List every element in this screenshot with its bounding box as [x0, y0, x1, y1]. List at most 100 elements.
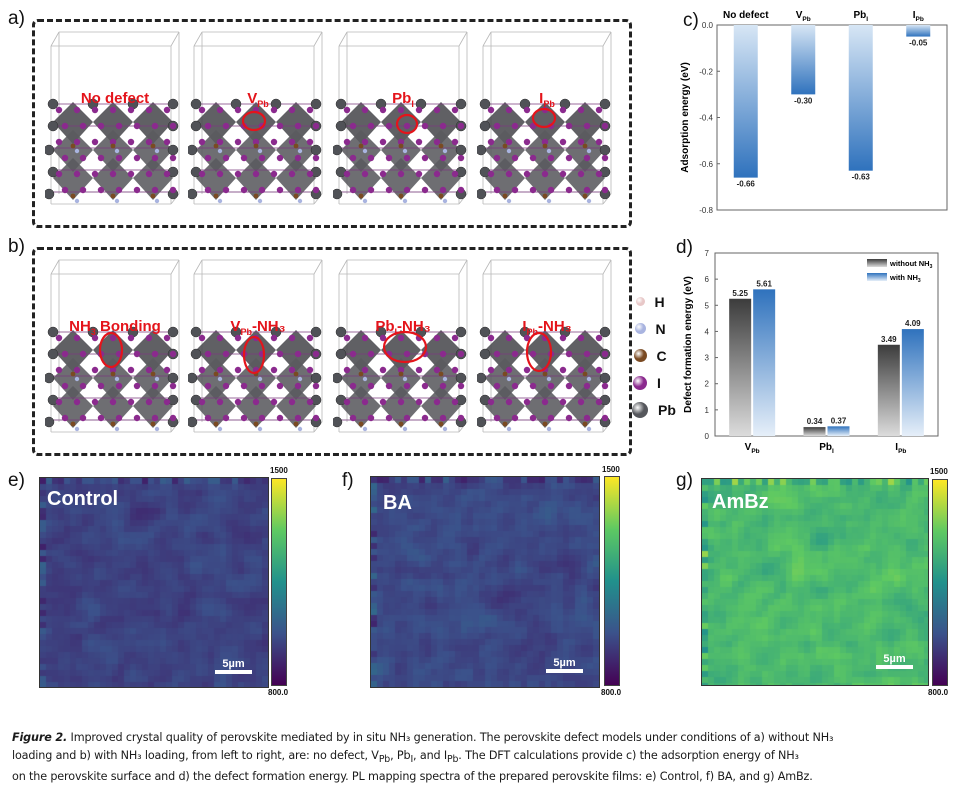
cell-edge: [193, 259, 203, 275]
n-atom: [442, 376, 448, 382]
pl-map-control: Control 5µm: [39, 477, 269, 688]
panel-b-letter: b): [8, 236, 25, 257]
i-atom: [349, 414, 357, 422]
i-atom: [415, 138, 423, 146]
i-atom: [198, 106, 206, 114]
pb-atom: [477, 144, 487, 156]
caption-line-3: on the perovskite surface and d) the def…: [12, 770, 813, 784]
i-atom: [451, 366, 459, 374]
pl-map-title: BA: [383, 492, 412, 514]
i-atom: [367, 154, 375, 162]
c-atom: [398, 371, 404, 377]
i-atom: [276, 350, 284, 358]
i-atom: [577, 170, 585, 178]
pb-atom: [333, 372, 343, 384]
atom-legend: H N C I Pb: [632, 288, 676, 423]
i-atom: [523, 138, 531, 146]
pb-atom: [333, 144, 343, 156]
i-atom: [270, 334, 278, 342]
i-atom: [415, 366, 423, 374]
pb-atom: [188, 144, 198, 156]
c-atom: [542, 143, 548, 149]
i-atom: [451, 106, 459, 114]
i-atom: [595, 170, 603, 178]
category-label: IPb: [913, 10, 924, 23]
i-atom: [505, 366, 513, 374]
pb-atom: [335, 98, 347, 110]
model-label: IPb: [539, 90, 555, 109]
i-atom: [73, 138, 81, 146]
i-atom: [216, 170, 224, 178]
atom-legend-label: C: [656, 347, 667, 364]
pl-map-control-canvas: [40, 478, 268, 687]
pb-atom: [479, 120, 491, 132]
octahedron: [381, 102, 421, 144]
y-tick-label: 0.0: [702, 21, 714, 30]
cell-edge: [602, 31, 612, 47]
i-atom: [451, 334, 459, 342]
i-atom: [559, 366, 567, 374]
i-atom: [306, 398, 314, 406]
panel-d-letter: d): [676, 237, 693, 258]
colorbar: [604, 476, 620, 686]
cell-edge: [338, 259, 348, 275]
octahedron: [565, 158, 605, 200]
c-atom: [253, 421, 259, 427]
i-atom: [216, 366, 224, 374]
i-atom: [565, 414, 573, 422]
i-atom: [55, 398, 63, 406]
i-atom: [511, 350, 519, 358]
octahedron: [53, 358, 93, 400]
c-atom: [502, 421, 508, 427]
i-atom: [115, 154, 123, 162]
cell-edge: [602, 259, 612, 275]
pb-atom: [477, 188, 487, 200]
model-label: VPb: [247, 90, 269, 109]
octahedron: [525, 130, 565, 172]
i-atom: [349, 382, 357, 390]
i-atom: [133, 350, 141, 358]
octahedron: [421, 358, 461, 400]
i-atom: [487, 398, 495, 406]
i-atom: [216, 138, 224, 146]
i-atom: [97, 414, 105, 422]
atom-legend-label: H: [654, 293, 665, 310]
bar-without-nh3: [729, 298, 752, 436]
i-atom: [288, 138, 296, 146]
i-atom: [547, 414, 555, 422]
c-atom: [213, 421, 219, 427]
i-atom: [151, 414, 159, 422]
i-atom: [306, 170, 314, 178]
i-atom: [367, 382, 375, 390]
crystal-structure-illustration: [188, 31, 323, 205]
c-atom: [213, 143, 219, 149]
n-atom: [217, 426, 223, 432]
scale-bar-line: [215, 670, 252, 674]
defect-highlight-circle: [525, 331, 553, 373]
y-tick-label: 1: [705, 406, 710, 415]
c-atom: [110, 193, 116, 199]
octahedron: [133, 158, 173, 200]
defect-highlight-circle: [531, 107, 557, 129]
legend-label: without NH3: [889, 259, 933, 270]
n-atom: [586, 148, 592, 154]
n-atom: [442, 148, 448, 154]
n-atom: [402, 198, 408, 204]
i-atom: [169, 122, 177, 130]
i-atom: [433, 398, 441, 406]
octahedron: [93, 130, 133, 172]
i-atom: [288, 334, 296, 342]
y-tick-label: 6: [705, 275, 710, 284]
i-atom: [288, 170, 296, 178]
n-atom: [402, 148, 408, 154]
category-label: PbI: [853, 10, 868, 23]
i-atom: [547, 186, 555, 194]
n-atom: [362, 376, 368, 382]
i-atom: [529, 414, 537, 422]
n-atom: [114, 198, 120, 204]
n-atom: [402, 376, 408, 382]
category-label: No defect: [723, 10, 769, 21]
atom-legend-label: N: [655, 320, 666, 337]
pb-atom: [310, 326, 322, 338]
octahedron: [196, 158, 236, 200]
